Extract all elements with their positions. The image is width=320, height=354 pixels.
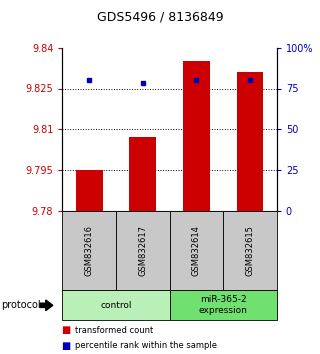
Text: transformed count: transformed count	[75, 326, 154, 335]
Text: GSM832614: GSM832614	[192, 225, 201, 276]
Bar	[236, 72, 263, 211]
Text: GSM832617: GSM832617	[138, 225, 147, 276]
Text: percentile rank within the sample: percentile rank within the sample	[75, 341, 217, 350]
Text: control: control	[100, 301, 132, 310]
Bar	[129, 137, 156, 211]
Text: GSM832615: GSM832615	[245, 225, 254, 276]
Text: ■: ■	[61, 325, 70, 336]
Text: ■: ■	[61, 341, 70, 350]
Text: GDS5496 / 8136849: GDS5496 / 8136849	[97, 11, 223, 24]
Bar	[76, 170, 103, 211]
Bar	[183, 61, 210, 211]
Text: protocol: protocol	[2, 300, 41, 310]
Text: GSM832616: GSM832616	[85, 225, 94, 276]
Text: miR-365-2
expression: miR-365-2 expression	[199, 295, 248, 315]
